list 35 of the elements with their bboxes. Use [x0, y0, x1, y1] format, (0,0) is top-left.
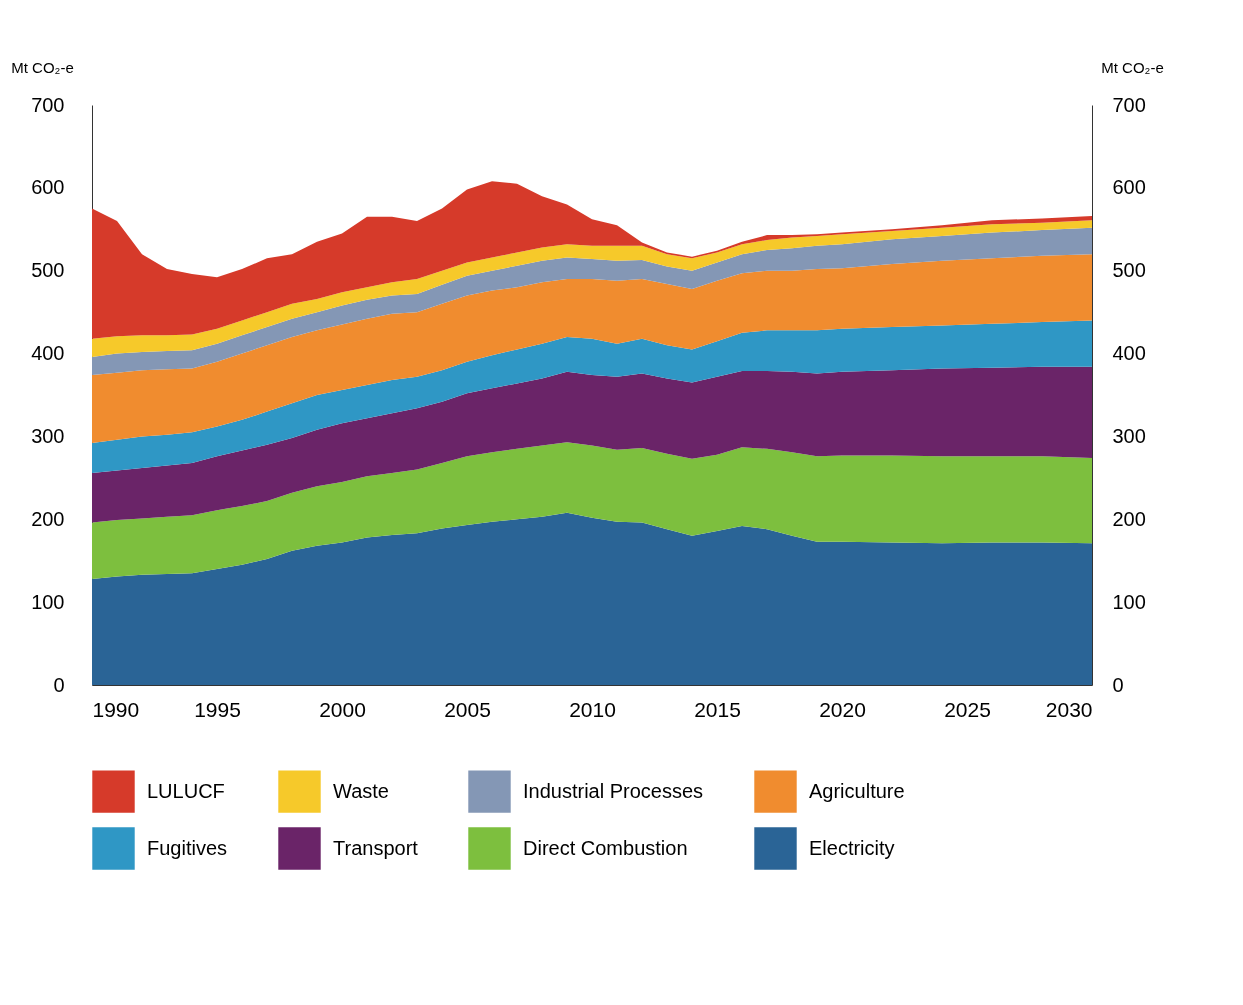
y-tick-label: 400 [31, 342, 65, 365]
x-tick-label: 2030 [1045, 697, 1093, 721]
y2-tick-label: 200 [1112, 507, 1146, 530]
x-tick-label: 2010 [569, 697, 616, 721]
y2-tick-label: 0 [1112, 673, 1124, 696]
x-tick-label: 1990 [92, 697, 140, 721]
legend-label: Fugitives [147, 836, 228, 859]
y2-tick-label: 300 [1112, 424, 1146, 447]
y2-tick-label: 400 [1112, 342, 1146, 365]
y2-tick-label: 500 [1112, 259, 1146, 282]
legend-label: Industrial Processes [523, 779, 704, 802]
y-tick-label: 600 [31, 176, 65, 199]
y-axis-title: Mt CO₂-e [11, 58, 74, 76]
y-tick-label: 700 [31, 93, 65, 116]
x-tick-label: 2020 [819, 697, 866, 721]
x-tick-label: 2025 [944, 697, 991, 721]
x-tick-label: 2000 [319, 697, 366, 721]
x-tick-label: 1995 [194, 697, 241, 721]
x-tick-label: 2015 [694, 697, 741, 721]
legend-label: Waste [333, 779, 389, 802]
legend-label: Direct Combustion [523, 836, 688, 859]
y-tick-label: 500 [31, 259, 65, 282]
y-tick-label: 100 [31, 590, 65, 613]
y2-axis-title: Mt CO₂-e [1101, 58, 1164, 76]
legend-label: Electricity [809, 836, 895, 859]
y2-tick-label: 600 [1112, 176, 1146, 199]
legend-label: Transport [333, 836, 419, 859]
y-tick-label: 200 [31, 507, 65, 530]
y2-tick-label: 700 [1112, 93, 1146, 116]
y-tick-label: 0 [53, 673, 65, 696]
y2-tick-label: 100 [1112, 590, 1146, 613]
y-tick-label: 300 [31, 424, 65, 447]
x-tick-label: 2005 [444, 697, 491, 721]
legend-label: LULUCF [147, 779, 225, 802]
legend-label: Agriculture [809, 779, 905, 802]
